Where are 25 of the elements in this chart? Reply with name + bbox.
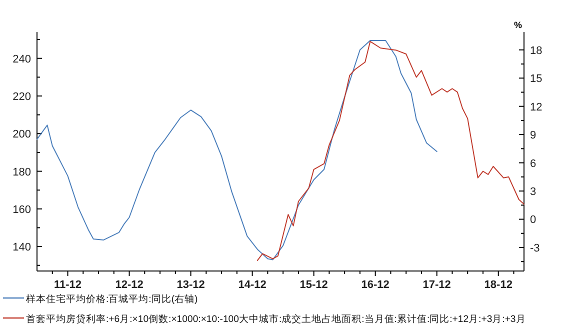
y2-tick-label: -3	[530, 242, 540, 254]
x-tick-label: 12-12	[115, 279, 144, 291]
legend-label: 首套平均房贷利率:+6月:×10倒数:×1000:×10:-100大中城市:成交土地占地面积:当月值:累计值:同比:+12月:+3月:+3月	[26, 313, 526, 325]
y2-tick-label: 9	[530, 130, 536, 142]
y2-tick-label: 0	[530, 214, 536, 226]
x-tick-label: 18-12	[484, 279, 512, 291]
y-tick-label: 140	[12, 242, 31, 254]
x-tick-label: 16-12	[361, 279, 390, 291]
y-tick-label: 220	[12, 90, 31, 103]
x-tick-label: 17-12	[422, 279, 451, 291]
legend-label: 样本住宅平均价格:百城平均:同比(右轴)	[26, 293, 198, 305]
x-tick-label: 11-12	[54, 279, 82, 291]
x-tick-label: 14-12	[238, 279, 266, 291]
y2-tick-label: 3	[530, 186, 536, 198]
y-tick-label: 240	[12, 53, 31, 66]
x-tick-label: 13-12	[176, 279, 205, 291]
y2-tick-label: 15	[530, 73, 542, 86]
y-tick-label: 160	[12, 204, 31, 216]
y2-tick-label: 6	[530, 158, 536, 170]
x-tick-label: 15-12	[300, 279, 328, 291]
y2-tick-label: 12	[530, 101, 542, 114]
y-tick-label: 180	[12, 166, 31, 178]
y2-axis-title: %	[514, 20, 522, 30]
y2-tick-label: 18	[530, 44, 542, 57]
y-tick-label: 200	[12, 128, 31, 141]
